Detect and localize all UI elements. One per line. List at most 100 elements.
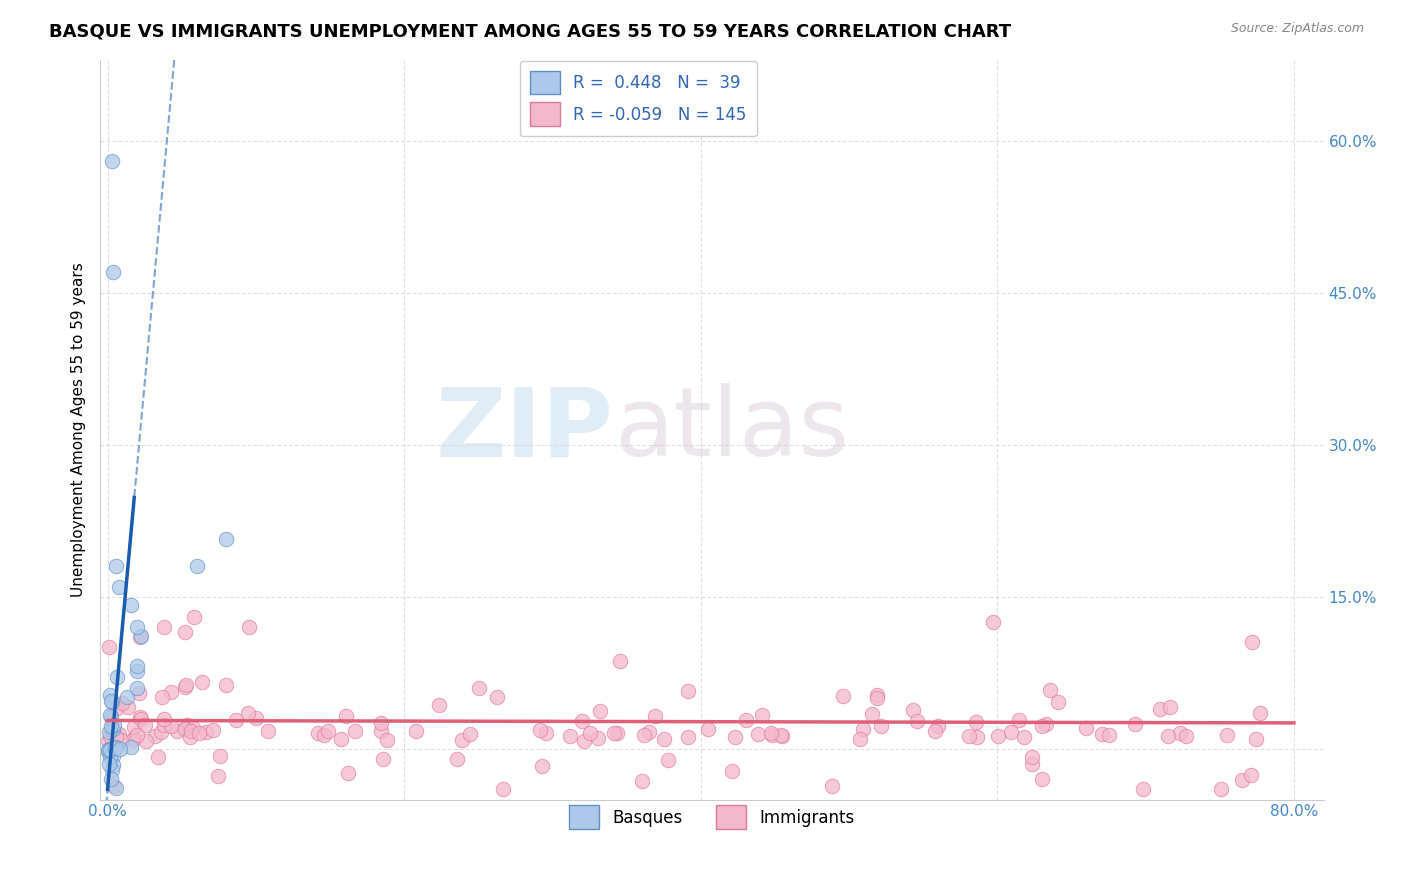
Point xyxy=(860,706,883,721)
Point xyxy=(153,620,176,634)
Point xyxy=(191,675,214,690)
Point xyxy=(927,719,949,733)
Point xyxy=(724,730,747,744)
Point xyxy=(657,753,679,767)
Point xyxy=(97,733,120,747)
Point xyxy=(238,620,260,634)
Point xyxy=(174,722,197,736)
Point xyxy=(344,723,367,738)
Point xyxy=(460,727,482,741)
Point xyxy=(1008,713,1031,727)
Point xyxy=(965,715,987,730)
Point xyxy=(110,732,132,747)
Point xyxy=(1157,729,1180,743)
Point xyxy=(678,730,700,744)
Point xyxy=(98,725,121,739)
Point xyxy=(98,640,121,655)
Point xyxy=(1240,635,1263,649)
Point xyxy=(734,713,756,727)
Point xyxy=(981,615,1004,629)
Point xyxy=(98,743,121,757)
Point xyxy=(245,711,267,725)
Point xyxy=(849,732,872,747)
Point xyxy=(202,723,225,737)
Point xyxy=(1249,706,1271,720)
Point xyxy=(529,723,551,737)
Point xyxy=(1091,726,1114,740)
Point xyxy=(606,726,628,740)
Point xyxy=(1244,731,1267,746)
Point xyxy=(215,532,238,546)
Point xyxy=(652,732,675,747)
Point xyxy=(492,781,515,796)
Point xyxy=(104,739,127,754)
Point xyxy=(143,729,166,743)
Point xyxy=(149,725,172,739)
Point xyxy=(98,756,121,771)
Point xyxy=(98,750,121,764)
Point xyxy=(631,773,654,788)
Point xyxy=(180,724,202,739)
Point xyxy=(101,763,124,777)
Point xyxy=(530,759,553,773)
Point xyxy=(1240,768,1263,782)
Point xyxy=(720,764,742,778)
Point xyxy=(101,721,124,735)
Point xyxy=(194,725,217,739)
Point xyxy=(103,265,125,279)
Point xyxy=(1149,702,1171,716)
Point xyxy=(100,710,122,724)
Point xyxy=(105,701,128,715)
Point xyxy=(1098,728,1121,742)
Point xyxy=(329,731,352,746)
Point xyxy=(468,681,491,695)
Point xyxy=(335,709,357,723)
Text: ZIP: ZIP xyxy=(436,383,614,476)
Point xyxy=(307,726,329,740)
Point xyxy=(312,728,335,742)
Point xyxy=(770,729,793,743)
Point xyxy=(127,681,149,695)
Point xyxy=(1123,716,1146,731)
Y-axis label: Unemployment Among Ages 55 to 59 years: Unemployment Among Ages 55 to 59 years xyxy=(72,262,86,597)
Point xyxy=(256,723,278,738)
Point xyxy=(1021,749,1043,764)
Point xyxy=(1215,728,1237,742)
Point xyxy=(120,598,142,612)
Point xyxy=(769,728,792,742)
Text: BASQUE VS IMMIGRANTS UNEMPLOYMENT AMONG AGES 55 TO 59 YEARS CORRELATION CHART: BASQUE VS IMMIGRANTS UNEMPLOYMENT AMONG … xyxy=(49,22,1011,40)
Point xyxy=(1230,772,1253,787)
Point xyxy=(375,733,398,747)
Point xyxy=(181,721,204,735)
Point xyxy=(924,724,946,739)
Point xyxy=(905,714,928,728)
Point xyxy=(122,720,145,734)
Point xyxy=(589,704,612,718)
Point xyxy=(125,620,148,634)
Point xyxy=(1039,683,1062,698)
Point xyxy=(97,744,120,758)
Point xyxy=(108,580,131,594)
Point xyxy=(101,695,124,709)
Point xyxy=(159,684,181,698)
Point xyxy=(117,699,139,714)
Point xyxy=(1159,699,1181,714)
Point xyxy=(405,724,427,739)
Point xyxy=(100,723,122,737)
Point xyxy=(98,741,121,756)
Text: atlas: atlas xyxy=(614,383,849,476)
Point xyxy=(644,708,666,723)
Point xyxy=(451,733,474,747)
Point xyxy=(215,678,238,692)
Point xyxy=(957,729,980,743)
Point xyxy=(761,726,783,740)
Point xyxy=(174,680,197,694)
Point xyxy=(101,153,124,168)
Point xyxy=(128,686,150,700)
Point xyxy=(179,730,201,744)
Point xyxy=(103,718,125,732)
Point xyxy=(97,743,120,757)
Point xyxy=(747,727,769,741)
Point xyxy=(427,698,450,713)
Point xyxy=(98,688,121,702)
